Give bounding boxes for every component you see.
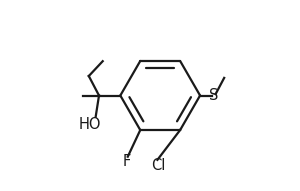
Text: F: F xyxy=(123,154,131,169)
Text: S: S xyxy=(209,88,219,103)
Text: Cl: Cl xyxy=(151,158,166,172)
Text: HO: HO xyxy=(79,117,101,132)
